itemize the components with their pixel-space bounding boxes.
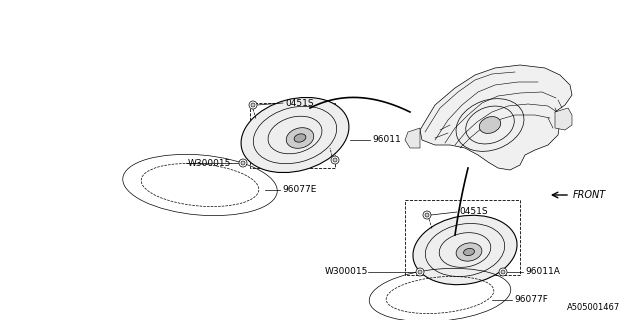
Polygon shape [555, 108, 572, 130]
Bar [250, 103, 335, 168]
Circle shape [251, 103, 255, 107]
Ellipse shape [413, 215, 517, 285]
Circle shape [501, 270, 505, 274]
Ellipse shape [286, 128, 314, 148]
Polygon shape [405, 128, 420, 148]
Ellipse shape [479, 116, 500, 133]
Circle shape [331, 156, 339, 164]
Text: W300015: W300015 [188, 158, 232, 167]
Text: FRONT: FRONT [573, 190, 606, 200]
Circle shape [423, 211, 431, 219]
Circle shape [416, 268, 424, 276]
Ellipse shape [456, 243, 482, 261]
Ellipse shape [294, 134, 306, 142]
Polygon shape [420, 65, 572, 170]
Circle shape [239, 159, 247, 167]
Circle shape [425, 213, 429, 217]
Bar [405, 200, 520, 275]
Ellipse shape [463, 248, 474, 256]
Text: W300015: W300015 [325, 268, 369, 276]
Text: 96077F: 96077F [514, 295, 548, 305]
Text: 96077E: 96077E [282, 186, 316, 195]
Circle shape [499, 268, 507, 276]
Text: 0451S: 0451S [459, 207, 488, 217]
Circle shape [333, 158, 337, 162]
Ellipse shape [241, 97, 349, 172]
Text: 96011A: 96011A [525, 268, 560, 276]
Text: 0451S: 0451S [285, 99, 314, 108]
Circle shape [241, 161, 245, 165]
Circle shape [418, 270, 422, 274]
Text: A505001467: A505001467 [567, 303, 620, 312]
Circle shape [249, 101, 257, 109]
Text: 96011: 96011 [372, 135, 401, 145]
